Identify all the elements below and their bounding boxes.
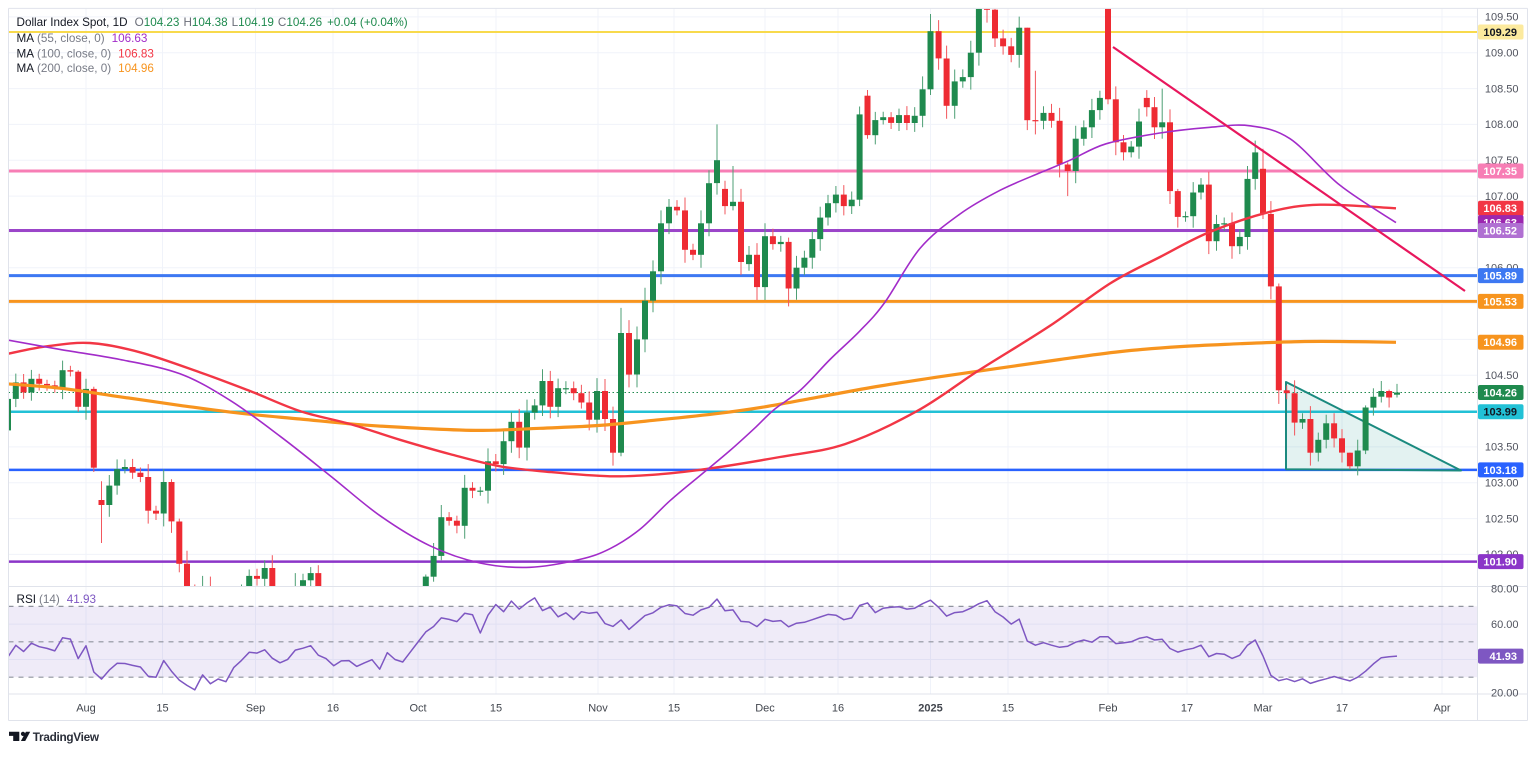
svg-text:60.00: 60.00	[1491, 619, 1519, 631]
svg-text:2025: 2025	[918, 703, 942, 715]
svg-text:108.00: 108.00	[1485, 119, 1519, 131]
svg-text:15: 15	[490, 703, 502, 715]
svg-text:Dec: Dec	[755, 703, 775, 715]
svg-text:MA(55, close, 0)106.63: MA (55, close, 0) 106.63	[17, 32, 148, 45]
svg-text:MA(200, close, 0)104.96: MA (200, close, 0) 104.96	[17, 62, 154, 75]
svg-text:104.50: 104.50	[1485, 370, 1519, 382]
svg-text:106.52: 106.52	[1483, 225, 1517, 237]
svg-text:17: 17	[1336, 703, 1348, 715]
svg-text:107.35: 107.35	[1483, 166, 1517, 178]
svg-text:17: 17	[1181, 703, 1193, 715]
svg-text:109.50: 109.50	[1485, 12, 1519, 24]
svg-text:RSI(14)41.93: RSI (14) 41.93	[17, 593, 97, 606]
svg-text:105.53: 105.53	[1483, 296, 1517, 308]
svg-text:108.50: 108.50	[1485, 83, 1519, 95]
svg-text:TradingView: TradingView	[33, 730, 100, 744]
svg-text:15: 15	[156, 703, 168, 715]
svg-text:Mar: Mar	[1254, 703, 1273, 715]
svg-text:103.18: 103.18	[1483, 465, 1517, 477]
svg-text:16: 16	[327, 703, 339, 715]
svg-text:20.00: 20.00	[1491, 687, 1519, 699]
svg-text:Apr: Apr	[1433, 703, 1450, 715]
svg-text:102.50: 102.50	[1485, 513, 1519, 525]
svg-text:41.93: 41.93	[1489, 651, 1517, 663]
svg-text:106.83: 106.83	[1483, 203, 1517, 215]
svg-text:105.89: 105.89	[1483, 271, 1517, 283]
svg-text:Nov: Nov	[588, 703, 608, 715]
svg-text:15: 15	[668, 703, 680, 715]
svg-text:16: 16	[832, 703, 844, 715]
svg-text:Oct: Oct	[409, 703, 426, 715]
svg-text:15: 15	[1002, 703, 1014, 715]
svg-text:104.26: 104.26	[1483, 387, 1517, 399]
svg-text:104.96: 104.96	[1483, 337, 1517, 349]
svg-text:103.50: 103.50	[1485, 442, 1519, 454]
svg-text:101.90: 101.90	[1483, 557, 1517, 569]
svg-text:103.00: 103.00	[1485, 478, 1519, 490]
svg-text:80.00: 80.00	[1491, 584, 1519, 596]
svg-text:MA(100, close, 0)106.83: MA (100, close, 0) 106.83	[17, 48, 154, 61]
svg-text:109.00: 109.00	[1485, 48, 1519, 60]
svg-text:Sep: Sep	[246, 703, 266, 715]
svg-text:109.29: 109.29	[1483, 27, 1517, 39]
svg-text:103.99: 103.99	[1483, 407, 1517, 419]
svg-text:Aug: Aug	[76, 703, 96, 715]
svg-text:Feb: Feb	[1099, 703, 1118, 715]
svg-text:107.00: 107.00	[1485, 191, 1519, 203]
